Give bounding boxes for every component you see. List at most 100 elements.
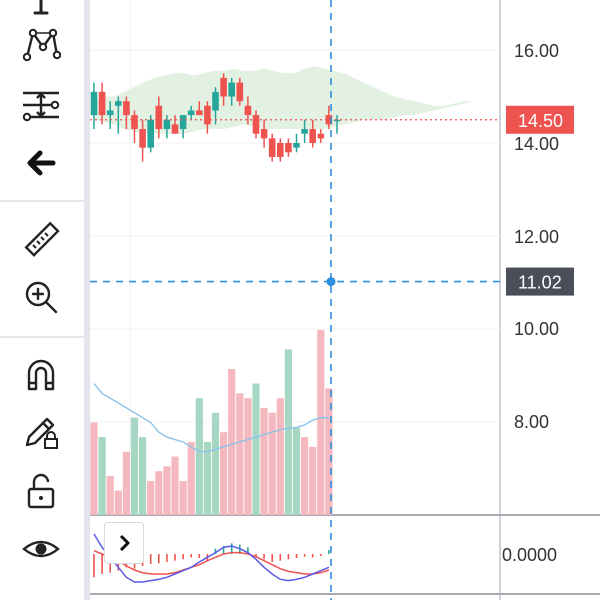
ruler-icon [24,221,60,257]
fib-tool-icon [33,0,49,15]
candle-body [179,115,187,130]
candle-body [106,110,114,116]
candle-body [293,143,300,148]
candle-body [204,105,211,125]
candle-body [285,143,292,153]
toolbar-border [84,0,90,600]
volume-bar [309,446,317,515]
volume-bar [268,412,276,515]
price-chart[interactable]: 16.00 14.00 12.00 10.00 8.00 0.0000 14.5… [90,0,600,600]
candle-body [301,129,308,134]
volume-bar [252,383,260,515]
volume-bar [98,437,106,515]
volume-bar [211,412,220,515]
candle-body [260,129,268,139]
volume-bar [106,476,114,515]
chart-overlays [90,0,500,600]
volume-bar [203,441,211,515]
candle-body [309,129,316,143]
candle-body [333,119,341,122]
candle-body [147,119,154,148]
candle-body [139,129,146,148]
crosshair-point [326,277,336,287]
candle-body [220,77,227,97]
toolbar-divider [0,200,84,202]
volume-bar [139,437,147,515]
candle-body [187,110,195,116]
price-axis-label: 10.00 [514,319,559,339]
volume-bar [276,398,284,515]
price-axis-label: 8.00 [514,412,549,432]
candle-body [131,115,138,130]
macd-axis-label: 0.0000 [502,545,557,565]
prediction-tool-icon [22,91,60,122]
candle-body [268,138,276,157]
eye-icon [22,540,60,558]
macd-pane [93,533,330,583]
volume-bar [122,451,130,515]
price-axis-label: 12.00 [514,227,559,247]
volume-bar [292,427,301,515]
volume-bar [325,388,333,515]
volume-bar [317,330,325,515]
candle-body [252,115,260,134]
chart-area[interactable]: 16.00 14.00 12.00 10.00 8.00 0.0000 14.5… [90,0,600,600]
magnet-button[interactable] [18,352,64,398]
volume-bar [244,398,252,515]
fib-tool-button[interactable] [18,0,64,34]
volume-bar [90,422,98,515]
volume-bar [260,407,268,515]
magnet-icon [27,359,55,391]
volume-bar [114,490,122,515]
visibility-button[interactable] [18,526,64,572]
lock-drawing-button[interactable] [18,408,64,454]
ichimoku-cloud [94,66,474,134]
prediction-tool-button[interactable] [18,82,64,128]
volume-bar [236,393,244,515]
unlock-button[interactable] [18,468,64,514]
expand-panel-button[interactable] [104,522,144,564]
candle-body [244,105,252,116]
volume-bar [163,466,171,515]
zoom-in-button[interactable] [18,274,64,320]
price-axis-label: 14.00 [514,134,559,154]
candle-body [123,101,130,116]
drawing-toolbar [0,0,84,600]
volume-bar [284,349,292,515]
candle-body [325,115,333,125]
zoom-in-icon [25,281,58,314]
candle-body [212,91,219,111]
back-button[interactable] [18,140,64,186]
macd-signal-line [93,549,330,575]
pattern-tool-button[interactable] [18,22,64,68]
candle-body [115,101,122,106]
pattern-tool-icon [22,28,61,62]
volume-bar [179,480,187,515]
cloud-area [94,66,474,134]
crosshair-price-label: 11.02 [518,273,562,293]
candle-body [236,82,244,102]
volume-ma-line [93,383,329,453]
back-arrow-icon [27,150,56,176]
price-axis-label: 16.00 [514,41,559,61]
unlock-icon [27,473,55,509]
volume-bar [171,456,179,515]
crosshair-price-tag [506,267,574,296]
candlesticks [90,73,341,162]
price-axis[interactable]: 16.00 14.00 12.00 10.00 8.00 0.0000 14.5… [502,41,574,565]
last-price-tag [506,105,574,134]
volume-bar [187,441,195,515]
volume-bar [195,398,203,515]
candle-body [98,91,106,116]
candle-body [163,119,171,130]
ruler-button[interactable] [18,218,64,264]
volume-bar [147,480,155,515]
chevron-right-icon [119,534,130,552]
volume-bar [130,417,139,515]
pencil-lock-icon [25,417,58,449]
candle-body [277,143,284,157]
last-price-label: 14.50 [518,111,563,131]
volume-bar [155,471,163,515]
toolbar-divider [0,336,84,338]
volume-bars [90,330,333,515]
